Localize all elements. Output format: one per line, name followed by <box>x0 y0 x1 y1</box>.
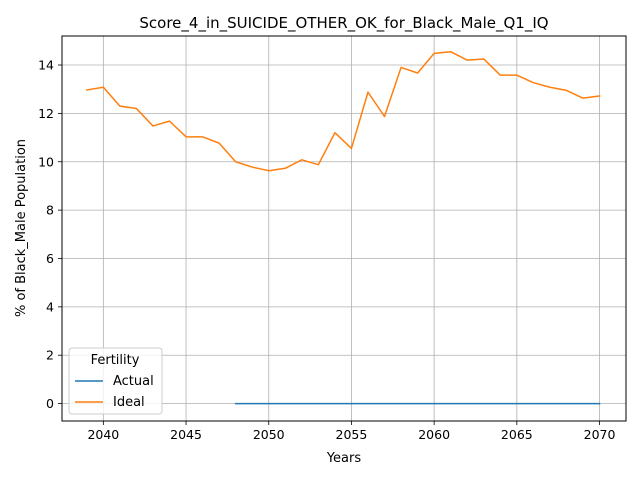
x-tick-label: 2040 <box>87 427 119 442</box>
legend-label-actual: Actual <box>113 374 154 389</box>
y-axis-label: % of Black_Male Population <box>14 139 29 317</box>
x-tick-label: 2055 <box>336 427 368 442</box>
series-line-ideal <box>85 50 601 172</box>
plot-frame <box>61 35 627 422</box>
y-tick-label: 14 <box>38 58 54 73</box>
ticks: 2040 2045 2050 2055 2060 2065 2070 0 2 4 6 8 10 12 14 <box>38 58 615 442</box>
series-layer <box>85 50 601 405</box>
chart-title: Score_4_in_SUICIDE_OTHER_OK_for_Black_Ma… <box>139 14 548 33</box>
y-tick-label: 4 <box>46 299 54 314</box>
legend-box <box>68 347 163 415</box>
y-tick-label: 12 <box>38 106 54 121</box>
legend-label-ideal: Ideal <box>113 395 145 410</box>
y-tick-label: 2 <box>46 348 54 363</box>
y-tick-label: 0 <box>46 396 54 411</box>
x-tick-label: 2070 <box>584 427 616 442</box>
legend: Fertility Actual Ideal <box>68 347 163 415</box>
y-tick-label: 6 <box>46 251 54 266</box>
x-tick-label: 2060 <box>418 427 450 442</box>
y-tick-label: 10 <box>38 154 54 169</box>
x-tick-label: 2050 <box>253 427 285 442</box>
legend-title: Fertility <box>91 353 140 368</box>
x-axis-label: Years <box>326 451 362 466</box>
x-tick-label: 2065 <box>501 427 533 442</box>
y-tick-label: 8 <box>46 203 54 218</box>
x-tick-label: 2045 <box>170 427 202 442</box>
